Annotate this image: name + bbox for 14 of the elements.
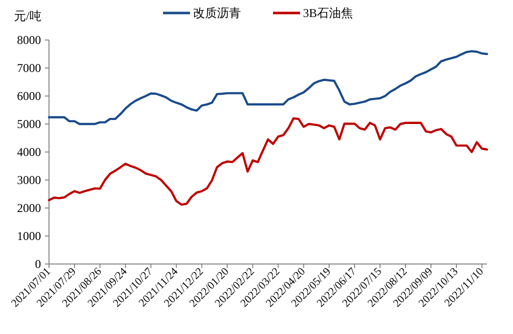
- y-tick-label: 5000: [17, 117, 41, 131]
- y-tick-label: 4000: [17, 145, 41, 159]
- line-series: [48, 117, 488, 206]
- line-series: [48, 50, 488, 126]
- y-tick-label: 0: [35, 257, 41, 271]
- y-tick-label: 1000: [17, 229, 41, 243]
- legend-label: 3B石油焦: [303, 6, 354, 20]
- y-tick-label: 6000: [17, 89, 41, 103]
- y-axis-title: 元/吨: [14, 9, 42, 23]
- y-tick-label: 2000: [17, 201, 41, 215]
- y-tick-label: 3000: [17, 173, 41, 187]
- y-tick-label: 8000: [17, 33, 41, 47]
- y-tick-label: 7000: [17, 61, 41, 75]
- legend-label: 改质沥青: [193, 6, 241, 20]
